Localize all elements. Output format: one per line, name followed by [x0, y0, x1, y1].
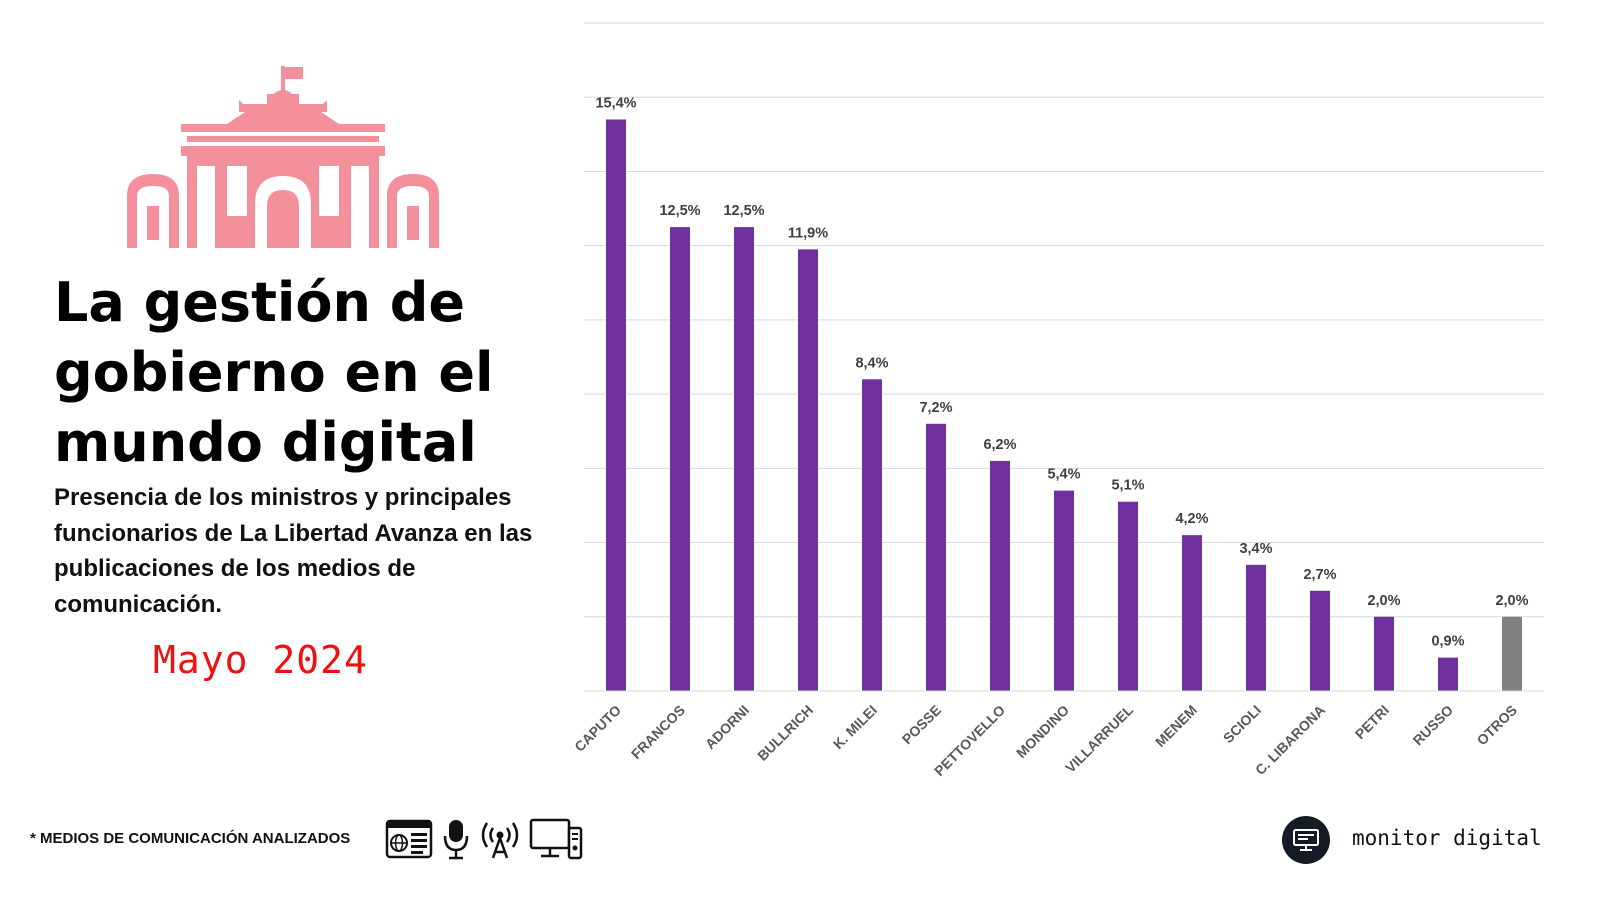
x-tick-label: MENEM [1152, 702, 1200, 750]
bars [606, 119, 1522, 691]
bar-francos [670, 227, 690, 691]
x-tick-label: POSSE [899, 702, 944, 747]
bar-pettovello [990, 460, 1010, 691]
media-analyzed-note: * MEDIOS DE COMUNICACIÓN ANALIZADOS [30, 830, 351, 847]
x-tick-label: OTROS [1474, 702, 1521, 749]
x-tick-label: FRANCOS [628, 702, 688, 762]
microphone-icon [443, 820, 469, 860]
x-tick-label: ADORNI [702, 702, 752, 752]
x-axis-tick-labels: CAPUTO FRANCOS ADORNI BULLRICH K. MILEI POSSE… [571, 701, 1520, 778]
bar-scioli [1246, 564, 1266, 691]
bar-russo [1438, 657, 1458, 691]
bar-posse [926, 423, 946, 691]
bar-caputo [606, 119, 626, 691]
data-label: 15,4% [595, 95, 636, 111]
data-label: 12,5% [659, 203, 700, 219]
x-tick-label: PETRI [1352, 702, 1392, 742]
monitor-icon [1293, 829, 1319, 851]
news-website-icon [385, 819, 433, 859]
x-tick-label: CAPUTO [571, 702, 624, 755]
bar-k-milei [862, 379, 882, 691]
bar-menem [1182, 535, 1202, 691]
x-tick-label: VILLARRUEL [1062, 701, 1136, 775]
data-label: 2,0% [1367, 593, 1400, 609]
data-label: 2,7% [1303, 567, 1336, 583]
page-title: La gestión de gobierno en el mundo digit… [54, 271, 494, 474]
x-tick-label: BULLRICH [754, 702, 816, 764]
x-tick-label: K. MILEI [830, 702, 880, 752]
broadcast-antenna-icon [481, 822, 519, 859]
data-label: 6,2% [983, 437, 1016, 453]
data-labels: 15,4% 12,5% 12,5% 11,9% 8,4% 7,2% 6,2% 5,4% 5,1%… [595, 95, 1528, 649]
x-tick-label: RUSSO [1410, 702, 1457, 749]
data-label: 8,4% [855, 355, 888, 371]
page-subtitle: Presencia de los ministros y principales… [54, 484, 533, 618]
period-label: Mayo 2024 [153, 638, 368, 682]
data-label: 3,4% [1239, 541, 1272, 557]
bar-mondino [1054, 490, 1074, 691]
data-label: 0,9% [1431, 634, 1464, 650]
bar-chart: 15,4% 12,5% 12,5% 11,9% 8,4% 7,2% 6,2% 5,4% 5,1%… [571, 22, 1544, 779]
data-label: 5,4% [1047, 467, 1080, 483]
bar-petri [1374, 616, 1394, 691]
bar-bullrich [798, 249, 818, 691]
tv-monitor-icon [529, 818, 583, 860]
casa-rosada-icon [127, 66, 439, 248]
brand-name: monitor digital [1352, 826, 1542, 850]
media-icons [385, 818, 583, 860]
x-tick-label: SCIOLI [1220, 702, 1264, 746]
x-tick-label: MONDINO [1013, 702, 1072, 761]
bar-c-libarona [1310, 590, 1330, 691]
data-label: 4,2% [1175, 511, 1208, 527]
data-label: 11,9% [788, 225, 828, 241]
bar-villarruel [1118, 501, 1138, 691]
bar-adorni [734, 227, 754, 691]
data-label: 5,1% [1111, 478, 1144, 494]
data-label: 7,2% [919, 400, 952, 416]
data-label: 2,0% [1495, 593, 1528, 609]
data-label: 12,5% [723, 203, 764, 219]
monitor-digital-logo [1282, 816, 1330, 864]
bar-otros [1502, 616, 1522, 691]
